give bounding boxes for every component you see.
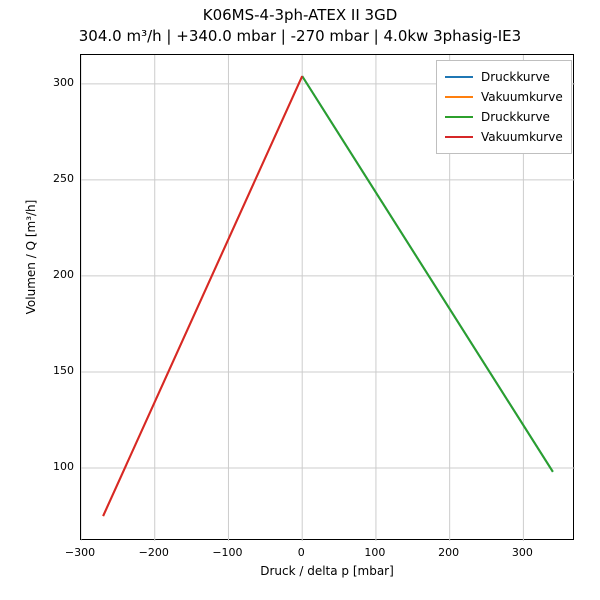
legend-swatch bbox=[445, 76, 473, 78]
legend-label: Vakuumkurve bbox=[481, 130, 563, 144]
legend-label: Vakuumkurve bbox=[481, 90, 563, 104]
y-tick: 100 bbox=[34, 460, 74, 473]
legend-label: Druckkurve bbox=[481, 70, 550, 84]
legend-swatch bbox=[445, 96, 473, 98]
legend-item: Vakuumkurve bbox=[445, 127, 563, 147]
legend-item: Vakuumkurve bbox=[445, 87, 563, 107]
x-tick: −300 bbox=[55, 546, 105, 559]
y-tick: 200 bbox=[34, 268, 74, 281]
y-tick: 250 bbox=[34, 172, 74, 185]
figure: K06MS-4-3ph-ATEX II 3GD 304.0 m³/h | +34… bbox=[0, 0, 600, 600]
y-tick: 300 bbox=[34, 76, 74, 89]
legend-swatch bbox=[445, 116, 473, 118]
y-axis-label: Volumen / Q [m³/h] bbox=[24, 157, 38, 357]
x-tick: 0 bbox=[276, 546, 326, 559]
legend-swatch bbox=[445, 136, 473, 138]
x-tick: 100 bbox=[350, 546, 400, 559]
legend-label: Druckkurve bbox=[481, 110, 550, 124]
chart-title-line2: 304.0 m³/h | +340.0 mbar | -270 mbar | 4… bbox=[0, 27, 600, 45]
y-tick: 150 bbox=[34, 364, 74, 377]
series-vakuumkurve bbox=[103, 76, 302, 516]
x-tick: 300 bbox=[497, 546, 547, 559]
x-axis-label: Druck / delta p [mbar] bbox=[80, 564, 574, 578]
x-tick: −100 bbox=[202, 546, 252, 559]
x-tick: −200 bbox=[129, 546, 179, 559]
legend-item: Druckkurve bbox=[445, 107, 563, 127]
x-tick: 200 bbox=[424, 546, 474, 559]
chart-title-line1: K06MS-4-3ph-ATEX II 3GD bbox=[0, 6, 600, 24]
legend-item: Druckkurve bbox=[445, 67, 563, 87]
legend: Druckkurve Vakuumkurve Druckkurve Vakuumkur… bbox=[436, 60, 572, 154]
